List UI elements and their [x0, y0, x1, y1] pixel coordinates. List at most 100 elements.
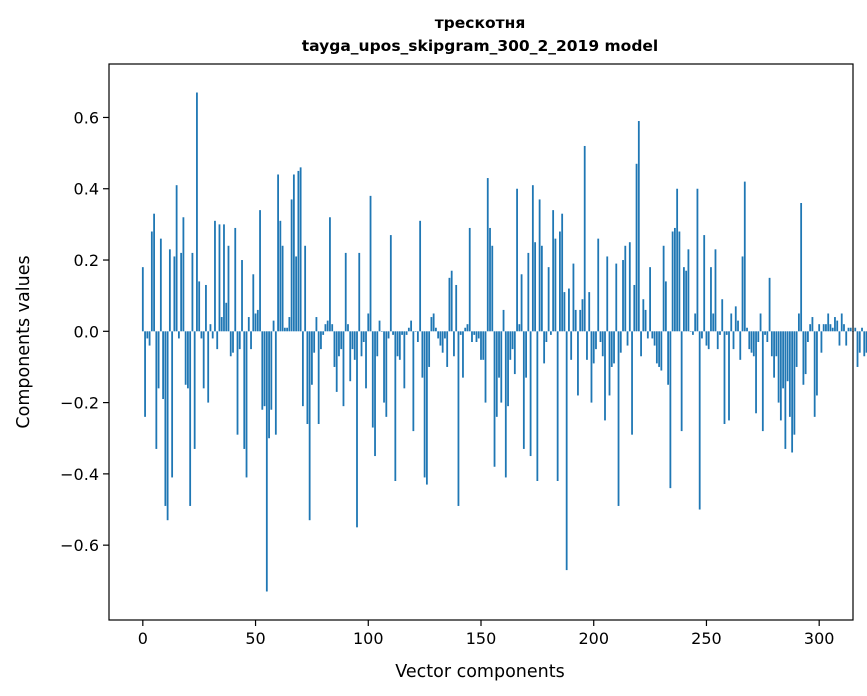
- bar-245: [694, 313, 697, 332]
- bar-100: [367, 313, 370, 332]
- bar-78: [317, 331, 320, 424]
- bar-213: [622, 260, 624, 332]
- bar-105: [378, 320, 381, 332]
- bar-280: [773, 331, 775, 378]
- bar-301: [820, 331, 823, 353]
- bars-group: [141, 92, 867, 592]
- bar-262: [732, 331, 735, 350]
- bar-83: [329, 217, 331, 332]
- bar-270: [750, 331, 753, 353]
- bar-232: [664, 281, 667, 332]
- bar-156: [493, 331, 496, 467]
- bar-34: [218, 224, 221, 332]
- x-tick-label-2: 100: [353, 629, 384, 648]
- bar-56: [268, 331, 270, 439]
- bar-316: [854, 327, 857, 332]
- bar-146: [471, 331, 473, 342]
- y-tick-label-0: −0.6: [60, 536, 99, 555]
- bar-321: [865, 331, 867, 353]
- bar-267: [743, 181, 746, 332]
- bar-211: [617, 331, 620, 506]
- bar-159: [500, 331, 503, 403]
- bar-305: [829, 324, 832, 332]
- bar-144: [466, 324, 469, 332]
- bar-287: [788, 331, 791, 417]
- bar-269: [748, 331, 751, 350]
- bar-14: [173, 256, 176, 332]
- bar-10: [164, 331, 167, 506]
- bar-306: [831, 327, 834, 332]
- bar-307: [834, 317, 836, 332]
- bar-294: [804, 331, 807, 375]
- bar-141: [459, 331, 462, 335]
- bar-297: [811, 317, 814, 332]
- bar-271: [752, 331, 755, 357]
- y-tick-label-5: 0.4: [74, 180, 99, 199]
- bar-259: [725, 331, 728, 335]
- chart-subtitle: tayga_upos_skipgram_300_2_2019 model: [302, 37, 659, 55]
- bar-250: [705, 331, 708, 346]
- x-tick-label-5: 250: [691, 629, 722, 648]
- bar-255: [716, 331, 719, 350]
- bar-31: [211, 331, 214, 339]
- bar-25: [198, 281, 201, 332]
- x-tick-label-3: 150: [466, 629, 497, 648]
- bar-248: [701, 331, 703, 339]
- bar-11: [166, 331, 169, 521]
- bar-163: [509, 331, 512, 360]
- bar-33: [216, 331, 219, 350]
- bar-220: [637, 121, 640, 332]
- bar-82: [326, 320, 329, 332]
- bar-108: [385, 331, 388, 417]
- bar-254: [714, 249, 717, 332]
- bar-278: [768, 277, 771, 332]
- bar-7: [157, 331, 160, 389]
- bar-221: [640, 331, 642, 357]
- bar-103: [374, 331, 376, 457]
- bar-303: [825, 324, 827, 332]
- bar-139: [455, 284, 458, 332]
- bar-113: [396, 331, 399, 357]
- bar-217: [631, 331, 633, 435]
- bar-191: [572, 263, 575, 332]
- bar-215: [626, 331, 629, 346]
- bar-181: [549, 331, 552, 335]
- bar-155: [491, 245, 494, 332]
- bar-76: [313, 331, 316, 353]
- bar-29: [207, 331, 210, 403]
- bar-187: [563, 292, 566, 332]
- bar-236: [673, 227, 676, 332]
- bar-60: [277, 174, 279, 332]
- bar-207: [608, 331, 611, 396]
- bar-9: [162, 331, 165, 400]
- bar-68: [295, 256, 298, 332]
- bar-40: [232, 331, 234, 353]
- bar-137: [450, 270, 453, 332]
- bar-189: [568, 288, 570, 332]
- bar-61: [279, 220, 282, 332]
- bar-55: [265, 331, 268, 592]
- bar-46: [245, 331, 248, 478]
- bar-135: [446, 331, 449, 367]
- bar-94: [353, 331, 356, 360]
- bar-114: [398, 331, 401, 360]
- y-tick-label-6: 0.6: [74, 108, 99, 127]
- bar-109: [387, 331, 390, 339]
- bar-119: [410, 320, 413, 332]
- bar-290: [795, 331, 798, 367]
- bar-138: [453, 331, 455, 357]
- bar-70: [299, 167, 302, 332]
- bar-37: [225, 302, 228, 332]
- bar-300: [818, 324, 821, 332]
- bar-296: [809, 324, 812, 332]
- bar-260: [728, 331, 730, 421]
- bar-28: [205, 284, 207, 332]
- bar-101: [369, 195, 372, 332]
- bar-318: [858, 331, 861, 353]
- bar-58: [272, 320, 275, 332]
- bar-92: [349, 331, 352, 382]
- bar-166: [516, 188, 518, 332]
- bar-65: [288, 317, 291, 332]
- bar-41: [234, 227, 237, 332]
- bar-253: [712, 313, 715, 332]
